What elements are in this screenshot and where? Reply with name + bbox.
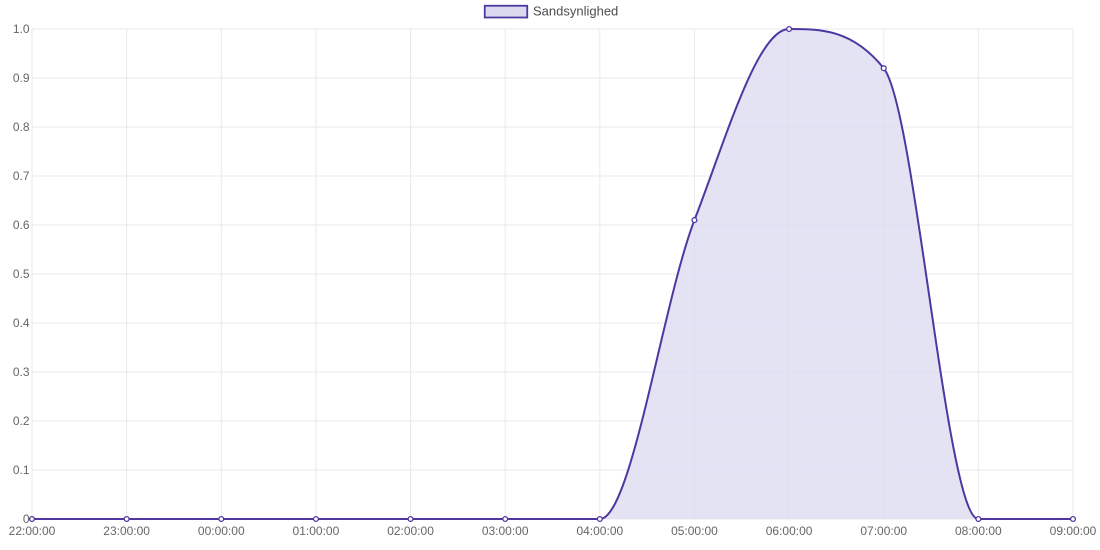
svg-text:01:00:00: 01:00:00: [293, 524, 340, 538]
svg-text:00:00:00: 00:00:00: [198, 524, 245, 538]
svg-text:0.5: 0.5: [13, 267, 30, 281]
svg-text:22:00:00: 22:00:00: [9, 524, 56, 538]
svg-text:02:00:00: 02:00:00: [387, 524, 434, 538]
svg-text:0.3: 0.3: [13, 365, 30, 379]
svg-text:0.6: 0.6: [13, 218, 30, 232]
svg-text:0.2: 0.2: [13, 414, 30, 428]
svg-text:0.8: 0.8: [13, 120, 30, 134]
svg-text:03:00:00: 03:00:00: [482, 524, 529, 538]
svg-text:Sandsynlighed: Sandsynlighed: [533, 4, 618, 19]
svg-text:0.7: 0.7: [13, 169, 30, 183]
svg-text:05:00:00: 05:00:00: [671, 524, 718, 538]
svg-text:07:00:00: 07:00:00: [860, 524, 907, 538]
svg-text:06:00:00: 06:00:00: [766, 524, 813, 538]
svg-text:04:00:00: 04:00:00: [576, 524, 623, 538]
svg-text:0.9: 0.9: [13, 71, 30, 85]
svg-text:0.4: 0.4: [13, 316, 30, 330]
svg-text:08:00:00: 08:00:00: [955, 524, 1002, 538]
svg-text:23:00:00: 23:00:00: [103, 524, 150, 538]
svg-text:09:00:00: 09:00:00: [1050, 524, 1097, 538]
svg-text:1.0: 1.0: [13, 22, 30, 36]
svg-text:0.1: 0.1: [13, 463, 30, 477]
